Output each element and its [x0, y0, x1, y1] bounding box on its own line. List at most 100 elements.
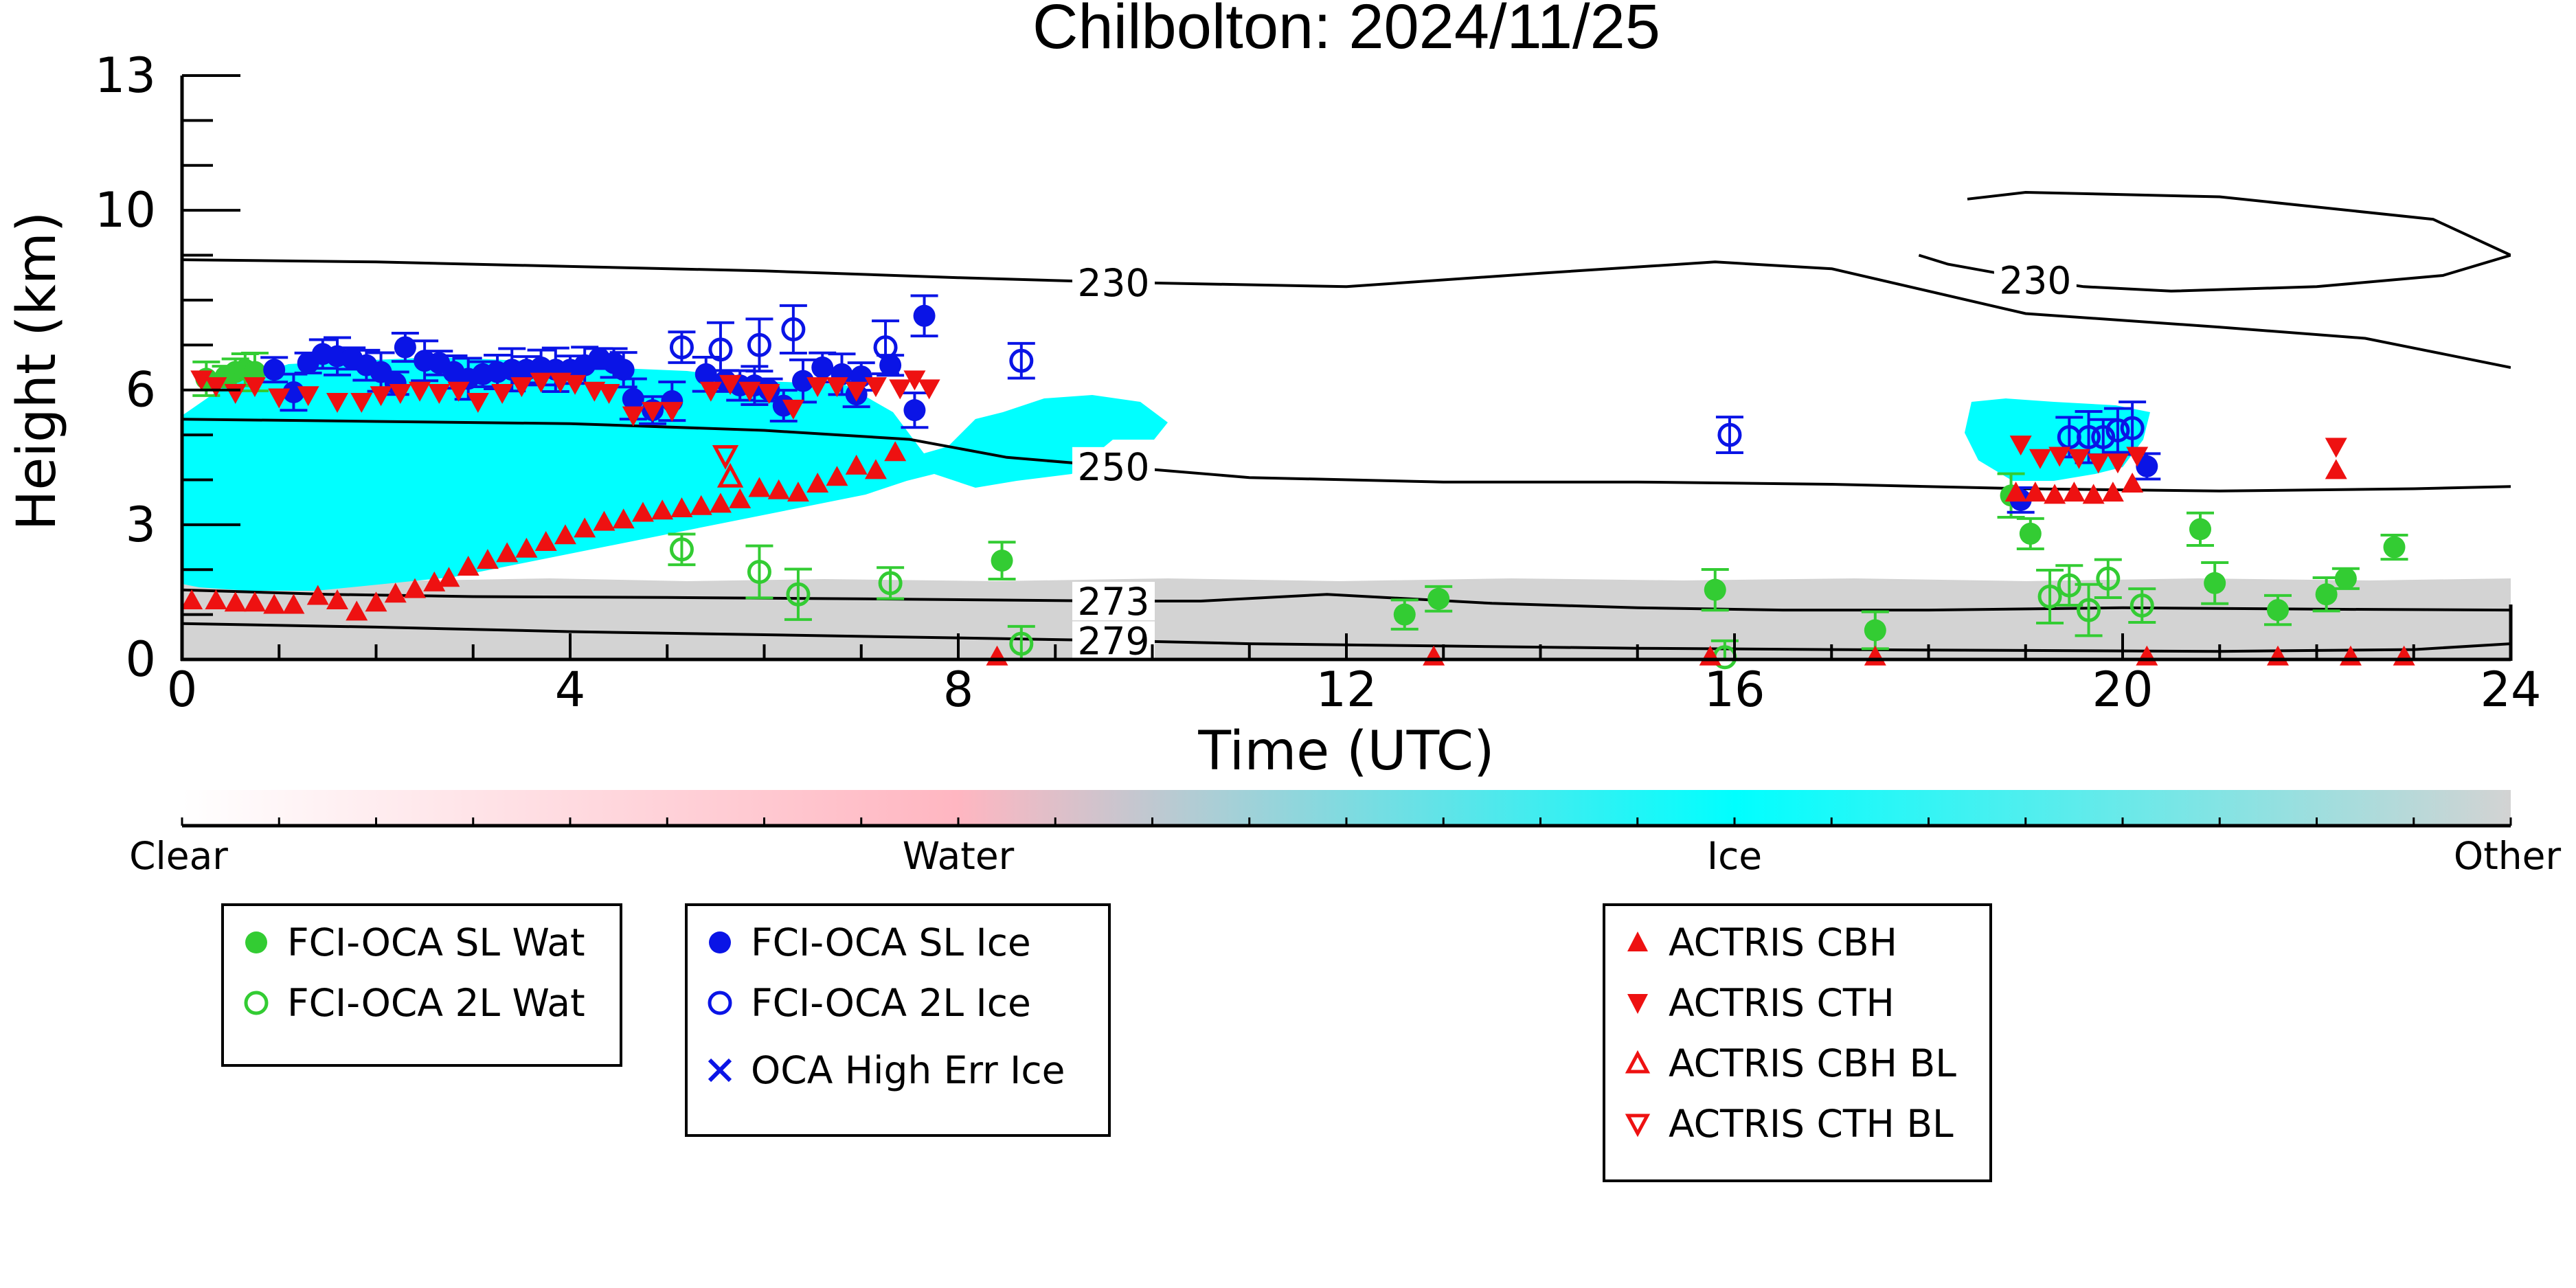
actris-cth-marker: [243, 377, 266, 398]
triangle-up-icon: [1627, 931, 1648, 951]
actris-cbh-marker: [476, 549, 499, 569]
contour-label: 250: [1078, 445, 1150, 489]
actris-cth-marker: [806, 377, 829, 398]
fci-oca-2l-wat-marker: [669, 537, 694, 562]
open-triangle-up-icon: [1625, 1050, 1651, 1074]
actris-cbh-marker: [2082, 484, 2105, 504]
actris-cbh-marker: [670, 497, 693, 517]
actris-cbh-marker: [438, 567, 460, 587]
fci-oca-2l-ice-marker: [2105, 418, 2130, 443]
actris-cth-bl-marker: [712, 445, 739, 470]
data-markers: [181, 304, 2415, 670]
x-ticks: 0 4 8 12 16 20 24: [167, 633, 2542, 718]
actris-cbh-marker: [496, 542, 519, 563]
open-circle-icon: [244, 991, 269, 1015]
actris-cbh-marker: [826, 466, 848, 486]
fci-oca-sl-ice-marker: [622, 387, 644, 410]
actris-cth-marker: [2009, 436, 2032, 456]
actris-cbh-bl-marker: [716, 462, 744, 488]
fci-oca-2l-ice-marker: [873, 335, 898, 360]
x-tick-label: 20: [2092, 662, 2153, 718]
fci-oca-sl-ice-marker: [394, 336, 416, 359]
contour-label-bg: [1072, 582, 1155, 620]
actris-cth-marker: [466, 393, 489, 414]
fci-oca-2l-ice-marker: [1009, 348, 1034, 373]
triangle-down-icon: [1627, 994, 1648, 1014]
legend-label: OCA High Err Ice: [751, 1048, 1065, 1092]
fci-oca-2l-wat-marker: [2077, 598, 2101, 622]
actris-cbh-marker: [884, 441, 907, 462]
actris-cbh-marker: [457, 555, 479, 576]
actris-cbh-marker: [709, 493, 732, 513]
fci-oca-sl-ice-marker: [913, 304, 936, 327]
actris-cbh-marker: [306, 585, 329, 605]
actris-cth-marker: [2106, 453, 2129, 474]
actris-cbh-marker: [282, 594, 305, 614]
actris-cth-marker: [447, 381, 470, 402]
actris-cbh-marker: [243, 591, 266, 612]
y-tick-label: 13: [95, 47, 156, 104]
fci-oca-sl-ice-marker: [903, 399, 926, 422]
open-circle-icon: [708, 991, 732, 1015]
legend-item-sl-wat: FCI-OCA SL Wat: [239, 920, 585, 964]
fci-oca-sl-wat-marker: [1427, 587, 1450, 610]
y-tick-label: 0: [125, 631, 156, 688]
error-bar: [2103, 407, 2132, 454]
actris-cbh-marker: [612, 508, 635, 529]
fci-oca-2l-wat-marker: [878, 571, 903, 596]
fci-oca-2l-ice-marker: [747, 332, 771, 357]
legend-label: FCI-OCA 2L Ice: [751, 981, 1031, 1025]
fci-oca-sl-ice-marker: [612, 359, 635, 381]
fci-oca-2l-ice-marker: [2091, 425, 2116, 449]
fci-oca-2l-wat-marker: [747, 560, 771, 584]
actris-cth-marker: [845, 381, 868, 402]
fci-oca-sl-ice-marker: [879, 354, 902, 376]
y-axis-label: Height (km): [6, 212, 68, 531]
actris-cth-marker: [564, 374, 587, 395]
legend-label: ACTRIS CBH BL: [1669, 1041, 1956, 1085]
legend-item-2l-ice: FCI-OCA 2L Ice: [703, 981, 1031, 1025]
legend-item-cbh: ACTRIS CBH: [1620, 920, 1897, 964]
actris-cth-marker: [370, 386, 392, 407]
error-bar: [745, 544, 773, 600]
actris-cbh-marker: [787, 482, 809, 502]
actris-cth-marker: [699, 381, 722, 402]
contour-label: 273: [1078, 580, 1150, 624]
fci-oca-sl-ice-marker: [263, 359, 286, 381]
contour-label-bg: [1072, 447, 1155, 486]
chart-title: Chilbolton: 2024/11/25: [1032, 0, 1660, 62]
fci-oca-2l-ice-marker: [2077, 425, 2101, 449]
legend-water: FCI-OCA SL Wat FCI-OCA 2L Wat: [221, 903, 622, 1067]
actris-cbh-marker: [651, 499, 674, 520]
fci-oca-sl-wat-marker: [2267, 599, 2289, 622]
legend-item-sl-ice: FCI-OCA SL Ice: [703, 920, 1031, 964]
cross-icon: [708, 1058, 732, 1083]
actris-cth-marker: [918, 379, 940, 400]
actris-cbh-marker: [767, 479, 790, 499]
actris-cth-marker: [598, 383, 620, 404]
actris-cth-marker: [530, 372, 552, 393]
actris-cth-marker: [622, 406, 644, 427]
actris-cbh-marker: [2063, 482, 2086, 502]
actris-cbh-marker: [205, 589, 227, 609]
fci-oca-2l-ice-marker: [708, 337, 733, 362]
x-tick-label: 8: [943, 662, 974, 718]
colorbar-label-ice: Ice: [1707, 834, 1762, 878]
legend-item-cbh-bl: ACTRIS CBH BL: [1620, 1041, 1956, 1085]
fci-oca-sl-wat-marker: [2204, 572, 2226, 594]
y-tick-label: 6: [125, 362, 156, 418]
error-bar: [2036, 568, 2064, 624]
actris-cbh-marker: [2325, 459, 2347, 479]
fci-oca-sl-wat-marker: [2383, 536, 2406, 558]
contour-label-bg: [1072, 621, 1155, 659]
actris-cth-marker: [738, 381, 761, 402]
fci-oca-sl-wat-marker: [1864, 619, 1886, 642]
legend-label: ACTRIS CBH: [1669, 920, 1897, 964]
actris-cth-marker: [903, 370, 926, 391]
legend-ice: FCI-OCA SL Ice FCI-OCA 2L Ice OCA High E…: [685, 903, 1111, 1137]
actris-cbh-marker: [326, 589, 348, 609]
actris-cbh-marker: [2101, 482, 2124, 502]
fci-oca-2l-ice-marker: [781, 317, 806, 341]
fci-oca-sl-wat-marker: [1704, 578, 1726, 601]
